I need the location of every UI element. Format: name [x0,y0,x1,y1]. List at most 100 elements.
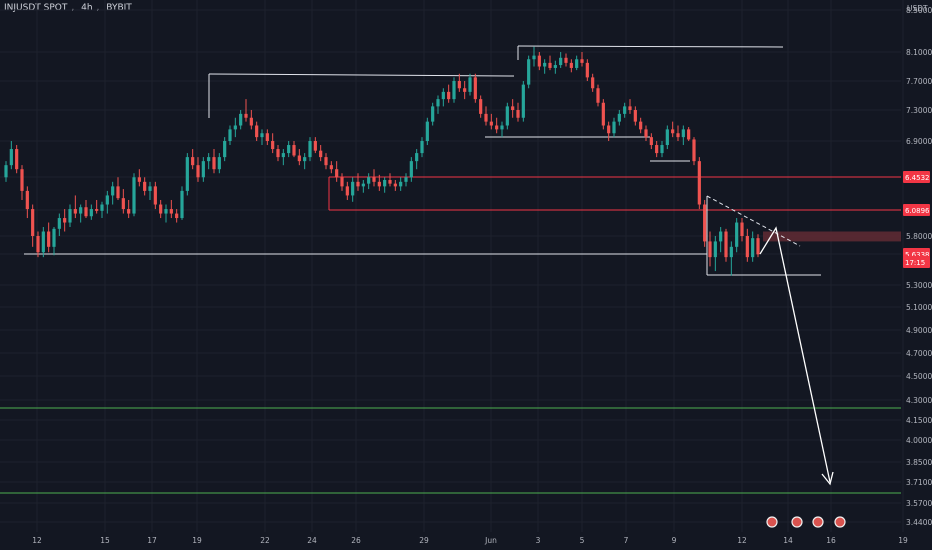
candle-body [63,218,67,223]
candle-body [361,183,365,187]
candle-body [740,222,744,236]
candle-body [484,113,488,122]
candle-body [377,181,381,187]
candle-body [569,62,573,68]
candle-body [351,181,355,196]
candle-body [751,238,755,258]
x-tick-label: 9 [672,536,677,545]
y-tick-label: 5.8000 [906,232,932,241]
resistance-zone [763,231,901,242]
candle-body [308,141,312,158]
x-tick-label: 5 [580,536,585,545]
candle-body [729,246,733,258]
candle-body [676,133,680,138]
x-tick-label: 29 [419,536,429,545]
candle-body [660,145,664,154]
y-tick-label: 4.7000 [906,349,932,358]
candle-body [143,181,147,191]
candle-body [356,181,360,187]
candle-body [105,195,109,205]
y-tick-label: 4.0000 [906,436,932,445]
candle-body [89,209,93,217]
y-tick-label: 3.8500 [906,458,932,467]
y-tick-label: 3.5700 [906,499,932,508]
candle-body [164,209,168,214]
candle-body [452,81,456,100]
x-tick-label: 7 [624,536,629,545]
candle-body [628,106,632,110]
candle-body [745,236,749,258]
x-tick-label: 3 [536,536,541,545]
candle-body [409,161,413,178]
candle-body [79,207,83,214]
y-tick-label: 3.4400 [906,518,932,527]
candle-body [52,228,56,247]
x-tick-label: 22 [260,536,270,545]
candle-body [612,121,616,134]
candle-body [724,231,728,258]
x-tick-label: 24 [307,536,317,545]
candle-body [196,165,200,178]
candle-body [137,177,141,182]
candle-body [516,110,520,118]
x-tick-label: Jun [484,536,497,545]
candle-body [73,209,77,214]
candle-body [185,157,189,191]
candle-body [703,204,707,242]
candle-body [340,177,344,187]
price-tag [903,171,930,183]
candle-body [345,186,349,196]
candle-body [596,88,600,103]
candle-body [404,177,408,182]
candle-body [169,209,173,214]
candle-body [57,218,61,229]
candle-body [313,141,317,151]
candle-body [233,125,237,130]
y-tick-label: 6.9000 [906,137,932,146]
candle-body [244,113,248,118]
candle-body [239,113,243,126]
candle-body [335,169,339,178]
candle-body [132,177,136,214]
projection-arrow [759,226,831,483]
candle-body [521,84,525,118]
candle-body [367,177,371,184]
candle-body [473,77,477,100]
candle-body [692,139,696,162]
candle-body [260,133,264,138]
candle-body [159,204,163,214]
symbol-name: INJUSDT SPOT [4,3,68,13]
candle-body [292,145,296,156]
price-tag-text: 6.4532 [905,174,930,182]
candle-body [527,59,531,85]
candle-body [399,181,403,187]
candle-body [463,88,467,92]
candle-body [271,141,275,150]
y-tick-label: 7.3000 [906,106,932,115]
candle-body [116,186,120,199]
price-tag-text: 6.0896 [905,207,930,215]
candle-body [719,231,723,242]
candle-body [639,121,643,130]
y-tick-label: 8.1000 [906,48,932,57]
candle-body [479,99,483,114]
candle-body [532,55,536,60]
price-tag-text: 17:15 [905,259,925,267]
candle-body [559,57,563,66]
y-tick-label: 4.1500 [906,416,932,425]
candle-body [553,65,557,68]
candle-body [9,149,13,166]
candle-body [329,165,333,170]
candle-body [601,102,605,126]
candle-body [697,161,701,205]
candle-body [543,62,547,67]
candle-body [585,62,589,78]
candle-body [303,157,307,162]
candle-body [100,204,104,211]
y-tick-label: 4.5000 [906,372,932,381]
candle-body [175,213,179,219]
candle-body [127,209,131,214]
candle-body [649,137,653,146]
candle-body [441,91,445,100]
